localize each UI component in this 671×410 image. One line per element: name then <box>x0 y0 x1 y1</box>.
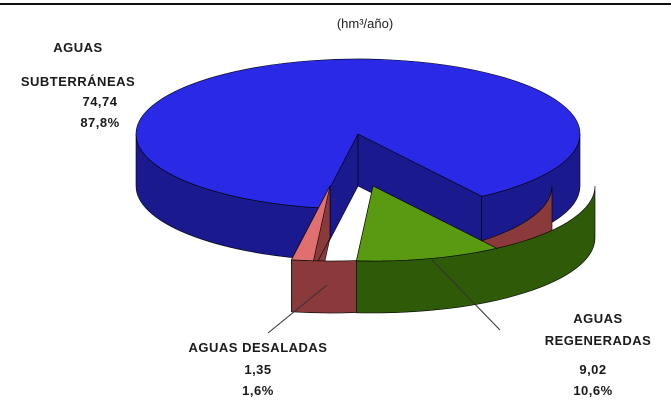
value-subterraneas: 74,74 <box>82 94 117 109</box>
slice-regeneradas-top <box>356 185 498 262</box>
percent-desaladas: 1,6% <box>242 383 274 398</box>
slice-regeneradas-wall <box>356 185 596 314</box>
leader-regeneradas <box>431 259 501 331</box>
slice-regeneradas <box>356 185 596 314</box>
slice-desaladas-top <box>290 185 331 262</box>
pie-slices <box>135 58 596 314</box>
label-regeneradas-line2: REGENERADAS <box>545 333 652 348</box>
label-subterraneas-line1: AGUAS <box>53 40 102 55</box>
label-subterraneas-line2: SUBTERRÁNEAS <box>21 74 135 89</box>
value-regeneradas: 9,02 <box>579 362 606 377</box>
percent-subterraneas: 87,8% <box>80 115 119 130</box>
slice-subterraneas <box>135 58 581 261</box>
label-regeneradas-line1: AGUAS <box>573 311 622 326</box>
chart-subtitle: (hm³/año) <box>337 16 393 31</box>
slice-subterraneas-top <box>135 58 581 209</box>
leader-lines <box>267 259 501 334</box>
label-desaladas: AGUAS DESALADAS <box>189 340 328 355</box>
percent-regeneradas: 10,6% <box>573 383 612 398</box>
leader-desaladas <box>267 284 328 334</box>
value-desaladas: 1,35 <box>244 362 271 377</box>
